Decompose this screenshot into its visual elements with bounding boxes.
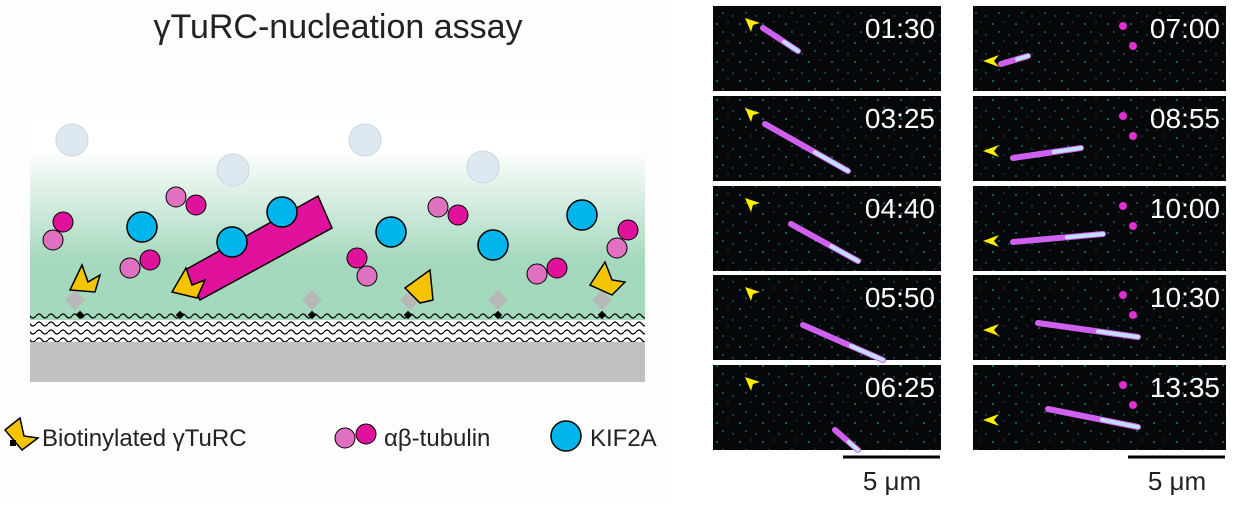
speck [1119, 381, 1127, 389]
microtubule-end [1100, 417, 1140, 429]
scale-bar-label: 5 μm [1148, 466, 1206, 496]
speck [1129, 42, 1137, 50]
scale-bar-label: 5 μm [863, 466, 921, 496]
arrowhead [983, 324, 999, 336]
micrograph [973, 186, 1226, 271]
microtubule-end [1015, 54, 1030, 62]
timestamp: 01:30 [865, 13, 935, 44]
timestamp: 04:40 [865, 193, 935, 224]
timestamp: 13:35 [1150, 372, 1220, 403]
speck [1129, 401, 1137, 409]
legend-label: Biotinylated γTuRC [42, 425, 247, 452]
speck [1129, 311, 1137, 319]
arrowhead [983, 414, 999, 426]
micrographs: 01:30 03:25 04:40 05:50 06:25 5 μm 07:00 08:55 1… [713, 6, 1226, 496]
arrowhead [983, 145, 999, 157]
micrograph [973, 365, 1226, 450]
arrowhead [983, 55, 999, 67]
timestamp: 07:00 [1150, 13, 1220, 44]
timestamp: 10:00 [1150, 193, 1220, 224]
speck [1129, 222, 1137, 230]
legend: Biotinylated γTuRC αβ-tubulin KIF2A [3, 416, 657, 452]
micrograph [973, 96, 1226, 181]
speck [1119, 202, 1127, 210]
microtubule-end [849, 344, 885, 362]
timestamp: 05:50 [865, 282, 935, 313]
micrograph [973, 6, 1226, 91]
legend-label: αβ-tubulin [384, 425, 490, 452]
arrowhead [745, 198, 760, 212]
schematic [30, 120, 645, 382]
speck [1119, 22, 1127, 30]
microtubule-end [782, 39, 800, 53]
microtubule-end [1096, 329, 1140, 339]
arrowhead [745, 287, 760, 301]
microtubule-end [829, 244, 860, 263]
legend-label: KIF2A [590, 425, 657, 452]
timestamp: 06:25 [865, 372, 935, 403]
speck [1119, 291, 1127, 299]
timestamp: 03:25 [865, 103, 935, 134]
microtubule-end [1051, 146, 1083, 154]
arrowhead [745, 377, 760, 391]
speck [1119, 112, 1127, 120]
speck [1129, 132, 1137, 140]
timestamp: 10:30 [1150, 282, 1220, 313]
title: γTuRC-nucleation assay [153, 8, 522, 46]
micrograph [973, 275, 1226, 360]
microtubule-end [812, 150, 850, 173]
timestamp: 08:55 [1150, 103, 1220, 134]
microtubule-end [846, 440, 860, 452]
arrowhead [745, 108, 760, 122]
microtubule-end [1065, 232, 1105, 240]
arrowhead [745, 18, 760, 32]
arrowhead [983, 235, 999, 247]
